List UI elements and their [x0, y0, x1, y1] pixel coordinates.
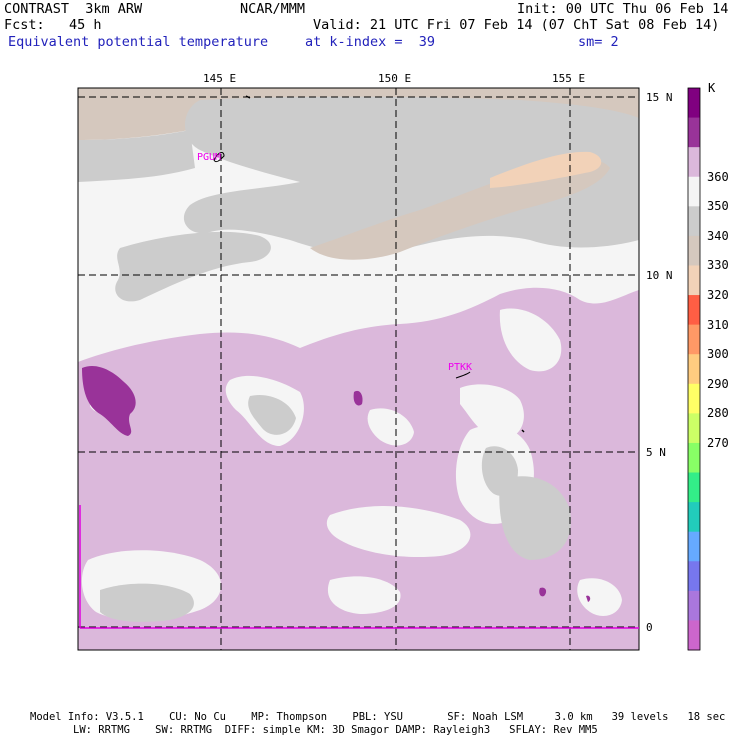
colorbar-segment	[688, 531, 700, 562]
guam-coastline	[213, 152, 225, 163]
chuuk-coastline	[455, 371, 471, 379]
colorbar-tick-label: 300	[707, 347, 729, 362]
colorbar-tick-label: 340	[707, 228, 729, 243]
colorbar-segment	[688, 176, 700, 207]
colorbar-segment	[688, 147, 700, 178]
colorbar-frame	[687, 87, 701, 651]
colorbar	[688, 88, 700, 651]
colorbar-tick-label: 360	[707, 169, 729, 184]
colorbar-segment	[688, 117, 700, 148]
map-frame	[77, 87, 640, 651]
lat-lon-grid	[78, 88, 639, 650]
lat-label-equator: 0	[646, 621, 653, 634]
peach-region	[490, 151, 602, 188]
colorbar-segment	[688, 235, 700, 266]
field-name: Equivalent potential temperature	[8, 34, 269, 50]
colorbar-segment	[688, 413, 700, 444]
organization: NCAR/MMM	[240, 1, 306, 17]
lat-label-5n: 5 N	[646, 446, 666, 459]
colorbar-segment	[688, 590, 700, 621]
lon-label-150: 150 E	[378, 72, 412, 85]
colorbar-segment	[688, 472, 700, 503]
colorbar-segment	[688, 324, 700, 355]
init-time: Init: 00 UTC Thu 06 Feb 14	[517, 1, 729, 17]
colorbar-segment	[688, 620, 700, 651]
smoothing: sm= 2	[578, 34, 619, 50]
colorbar-segment	[688, 502, 700, 533]
colorbar-segment	[688, 354, 700, 385]
gray-region-northwest	[78, 130, 195, 182]
forecast-hour: Fcst: 45 h	[4, 17, 102, 33]
domain-boundary	[79, 505, 639, 629]
map-field	[78, 88, 639, 650]
dark-purple-patch	[82, 365, 136, 436]
model-info-line-1: Model Info: V3.5.1 CU: No Cu MP: Thompso…	[30, 711, 726, 723]
purple-region-south	[78, 287, 639, 650]
lat-label-10n: 10 N	[646, 269, 673, 282]
model-title: CONTRAST 3km ARW	[4, 1, 143, 17]
colorbar-tick-label: 280	[707, 406, 729, 421]
lat-label-15n: 15 N	[646, 91, 673, 104]
colorbar-tick-label: 270	[707, 435, 729, 450]
colorbar-tick-label: 350	[707, 199, 729, 214]
vertical-level: at k-index = 39	[305, 34, 436, 50]
colorbar-tick-label: 320	[707, 288, 729, 303]
colorbar-tick-label: 330	[707, 258, 729, 273]
lon-label-155: 155 E	[552, 72, 586, 85]
colorbar-segment	[688, 88, 700, 119]
colorbar-segment	[688, 295, 700, 326]
gray-region-north	[183, 96, 639, 256]
lon-label-145: 145 E	[203, 72, 237, 85]
colorbar-segment	[688, 442, 700, 474]
station-pgum: PGUM	[197, 152, 222, 163]
colorbar-segment	[688, 265, 700, 296]
colorbar-segment	[688, 383, 700, 414]
gray-region-west	[115, 231, 271, 302]
colorbar-unit: K	[708, 81, 716, 95]
colorbar-tick-label: 290	[707, 376, 729, 391]
colorbar-segment	[688, 206, 700, 237]
valid-time: Valid: 21 UTC Fri 07 Feb 14 (07 ChT Sat …	[313, 17, 720, 33]
tan-streak	[310, 160, 610, 260]
model-info-line-2: LW: RRTMG SW: RRTMG DIFF: simple KM: 3D …	[73, 724, 598, 736]
colorbar-tick-label: 310	[707, 317, 729, 332]
station-ptkk: PTKK	[448, 362, 473, 373]
colorbar-segment	[688, 561, 700, 592]
